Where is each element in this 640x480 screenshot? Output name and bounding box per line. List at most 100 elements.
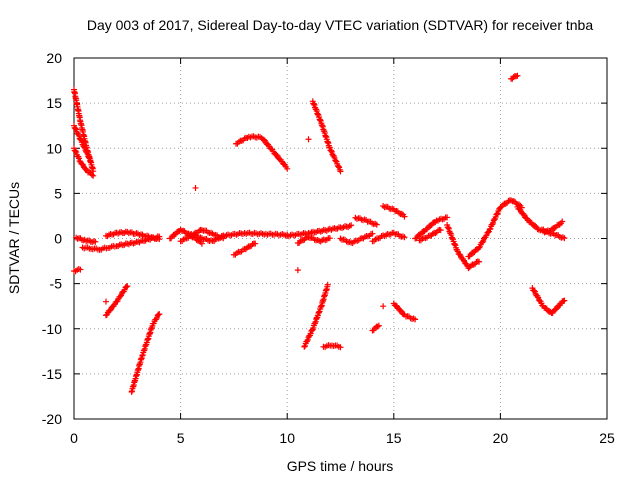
series-track-20 [320,342,344,351]
y-tick-label: -5 [50,276,63,292]
data-point [80,143,87,150]
x-tick-label: 5 [177,430,185,446]
series-track-16 [284,222,355,240]
series-track-30 [465,197,525,260]
series-track-32 [529,285,568,317]
series-track-07 [102,228,163,243]
y-tick-labels: -20 -15 -10 -5 0 5 10 15 20 [42,50,62,427]
data-point [374,323,381,330]
data-point [561,297,568,304]
data-point [252,240,259,247]
data-point [324,281,331,288]
data-point [77,266,84,273]
data-point [476,244,483,251]
y-axis-label: SDTVAR / TECUs [6,182,22,294]
data-point [493,211,500,218]
data-point [398,210,405,217]
data-point [465,265,472,272]
data-point [177,226,184,233]
data-point [497,204,504,211]
data-point [328,147,335,154]
data-point [552,306,559,313]
data-point [444,214,451,221]
data-point [72,125,79,132]
data-point [297,238,304,245]
isolated-point [294,267,301,274]
data-point [79,161,86,168]
data-point [117,293,124,300]
data-point [348,222,355,229]
data-point [513,200,520,207]
chart-title: Day 003 of 2017, Sidereal Day-to-day VTE… [87,17,594,33]
data-point [479,239,486,246]
data-point [514,72,521,79]
data-point [502,200,509,207]
series-track-27 [412,214,451,242]
plot-frame [73,57,608,420]
x-tick-label: 20 [493,430,509,446]
data-point [375,322,382,329]
x-tick-label: 0 [70,430,78,446]
data-point [198,240,205,247]
series-track-24 [369,322,382,334]
data-point [508,197,515,204]
data-point [401,234,408,241]
data-point [92,238,99,245]
data-point [88,159,95,166]
x-axis-label: GPS time / hours [287,458,394,474]
y-tick-label: -10 [42,321,62,337]
data-point [429,230,436,237]
data-point [337,344,344,351]
data-point [427,222,434,229]
x-tick-labels: 0 5 10 15 20 25 [70,430,615,446]
data-point [437,227,444,234]
data-point [500,201,507,208]
data-point [124,283,131,290]
isolated-point [305,136,312,143]
y-tick-label: 0 [54,231,62,247]
data-point [273,151,280,158]
data-point [456,251,463,258]
data-point [301,343,308,350]
y-tick-label: -20 [42,411,62,427]
series-track-23 [369,229,408,245]
series-track-17 [294,234,333,247]
data-point [559,218,566,225]
isolated-point [380,303,387,310]
series-track-14 [230,240,259,258]
y-tick-label: 10 [46,140,62,156]
series-track-04 [71,265,84,275]
data-point [326,235,333,242]
data-point [397,306,404,313]
data-points [71,72,568,395]
series-track-02 [71,122,95,166]
series-track-21 [337,230,376,247]
data-point [476,258,483,265]
data-point [90,172,97,179]
data-point [153,316,160,323]
series-track-12 [188,230,227,245]
data-point [88,171,95,178]
y-tick-label: 20 [46,50,62,66]
data-point [369,230,376,237]
isolated-point [192,184,199,191]
series-track-29 [444,221,483,272]
data-point [531,287,538,294]
series-track-05 [73,234,99,246]
data-point [284,165,291,172]
data-point [156,311,163,318]
series-track-25 [380,203,408,220]
data-point [468,262,475,269]
x-tick-label: 10 [279,430,295,446]
x-tick-label: 25 [599,430,615,446]
data-point [106,307,113,314]
data-point [260,136,267,143]
series-track-18 [309,98,344,175]
series-track-03 [71,145,97,179]
data-point [520,210,527,217]
grid-lines [74,58,607,419]
isolated-point [102,298,109,305]
data-point [412,316,419,323]
series-track-09 [128,311,163,395]
